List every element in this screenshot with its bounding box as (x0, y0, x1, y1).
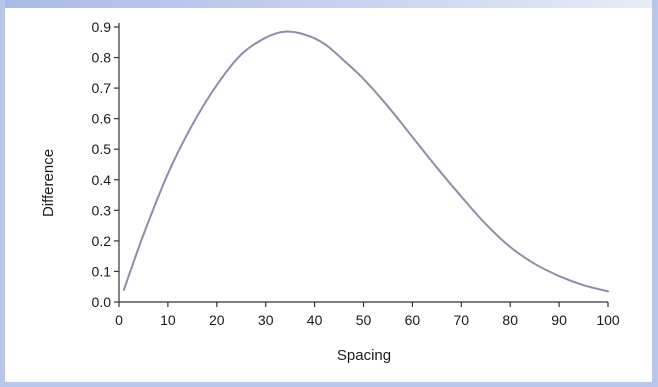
line-chart: 0.0 0.1 0.2 0.3 0.4 0.5 0.6 0.7 0.8 0.9 0 10 20 30 40… (40, 19, 620, 364)
y-tick-label: 0.8 (92, 50, 112, 66)
x-tick-label: 100 (596, 312, 620, 328)
y-tick-label: 0.4 (92, 172, 112, 188)
axes (118, 23, 608, 303)
y-tick-label: 0.0 (92, 294, 112, 310)
y-tick-label: 0.1 (92, 263, 112, 279)
series-group (122, 30, 609, 293)
x-axis-ticks: 0 10 20 30 40 50 60 70 80 90 100 (115, 302, 620, 328)
x-tick-label: 50 (356, 312, 372, 328)
y-tick-label: 0.9 (92, 19, 112, 35)
x-axis-label: Spacing (337, 347, 391, 364)
x-tick-label: 0 (115, 312, 123, 328)
header-band (5, 0, 652, 8)
y-axis-label: Difference (40, 149, 57, 217)
x-tick-label: 90 (551, 312, 567, 328)
y-axis-ticks: 0.0 0.1 0.2 0.3 0.4 0.5 0.6 0.7 0.8 0.9 (92, 19, 119, 310)
x-tick-label: 70 (454, 312, 470, 328)
y-tick-label: 0.2 (92, 233, 112, 249)
y-tick-label: 0.3 (92, 202, 112, 218)
series-line (122, 30, 609, 293)
x-tick-label: 60 (405, 312, 421, 328)
y-tick-label: 0.6 (92, 111, 112, 127)
x-tick-label: 40 (307, 312, 323, 328)
y-tick-label: 0.5 (92, 141, 112, 157)
x-tick-label: 30 (258, 312, 274, 328)
y-tick-label: 0.7 (92, 80, 112, 96)
x-tick-label: 20 (209, 312, 225, 328)
x-tick-label: 10 (160, 312, 176, 328)
x-tick-label: 80 (502, 312, 518, 328)
